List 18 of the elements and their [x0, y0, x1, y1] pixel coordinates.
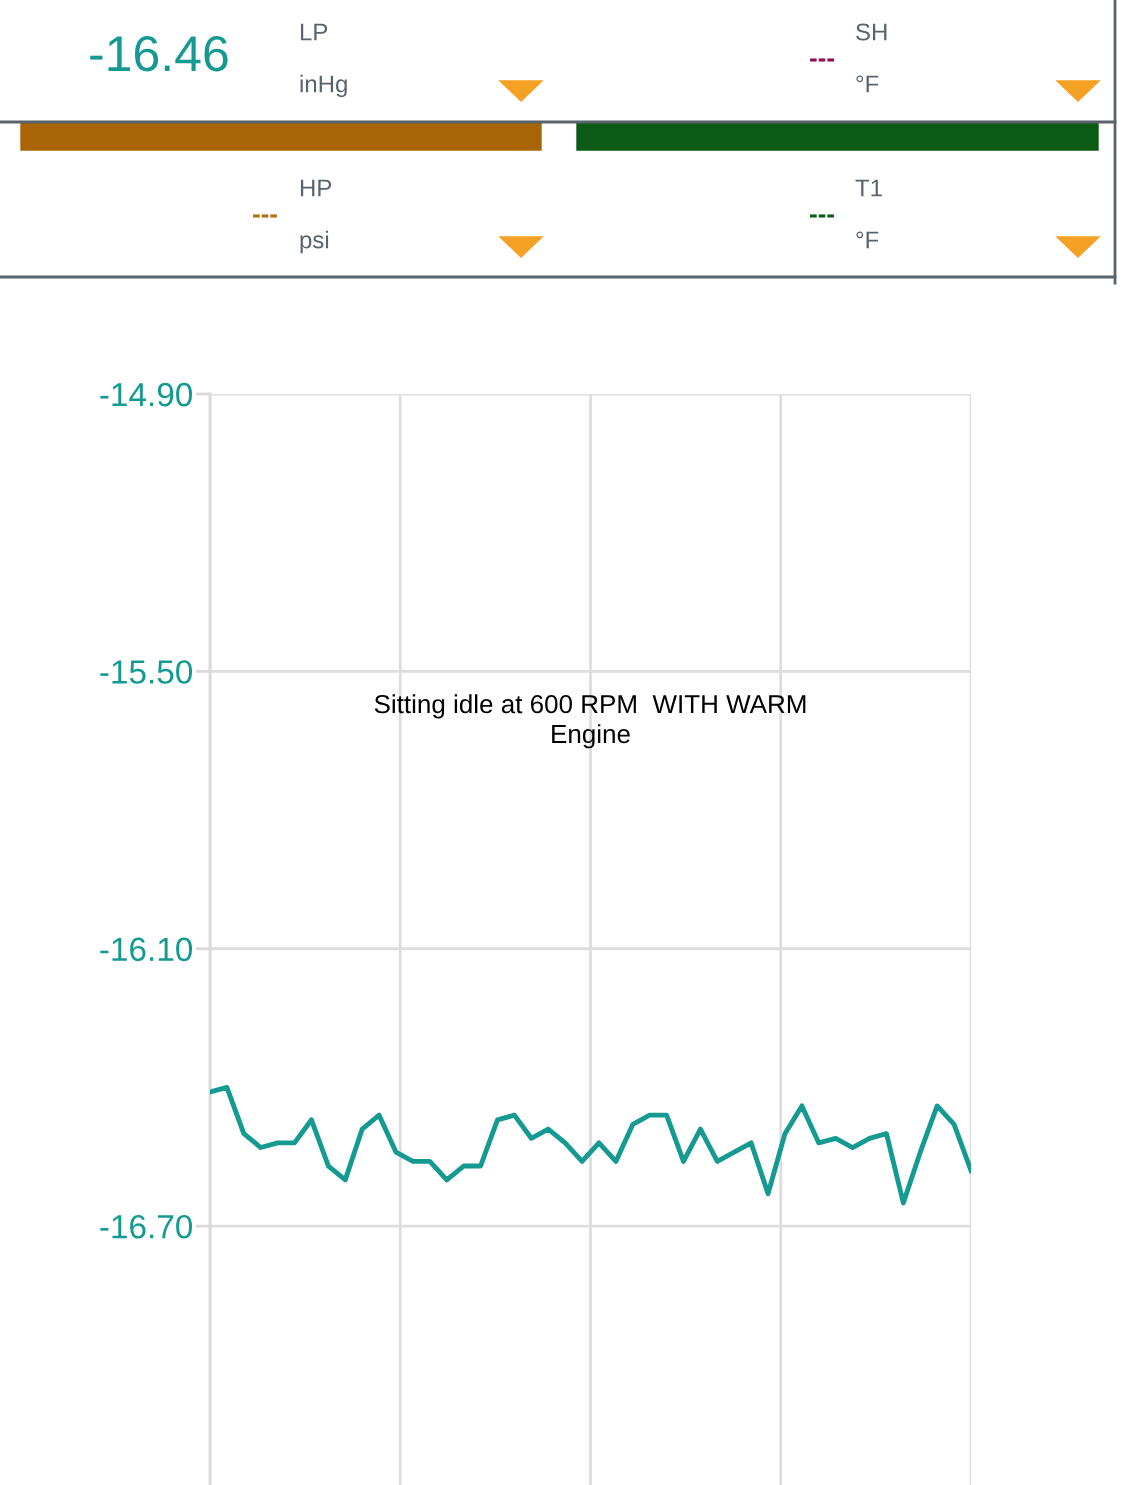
- text: -16.46: [90, 36, 228, 72]
- text: °F: [856, 75, 879, 93]
- line-series: [210, 1085, 971, 1206]
- y-tick-label: -16.10: [100, 937, 193, 962]
- text: inHg: [300, 74, 347, 98]
- text: SH: [856, 23, 887, 41]
- text: T1: [855, 179, 882, 197]
- text: ---: [810, 214, 834, 218]
- text: °F: [856, 231, 879, 249]
- text: ---: [810, 58, 834, 62]
- y-tick-label: -15.50: [100, 660, 193, 684]
- text: ---: [253, 214, 277, 218]
- y-tick-label: -16.70: [100, 1214, 193, 1239]
- y-tick-label: -14.90: [100, 382, 193, 407]
- text: psi: [300, 230, 329, 254]
- text: LP: [300, 23, 328, 41]
- text: HP: [300, 179, 332, 197]
- annotation: Sitting idle at 600 RPM WITH WARM Engine: [374, 694, 806, 749]
